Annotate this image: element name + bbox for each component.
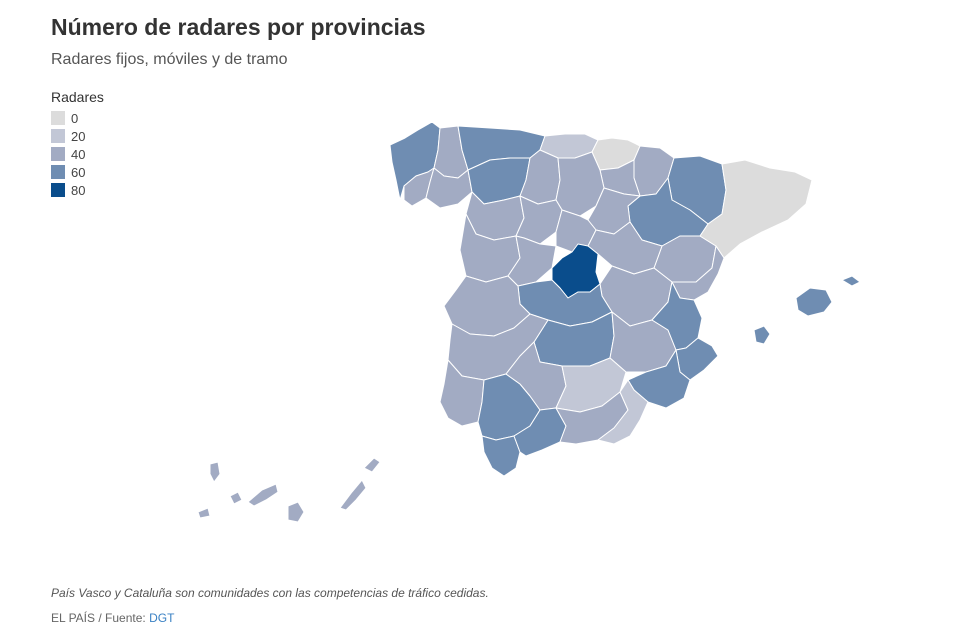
legend-item: 60 [51,163,104,181]
credit-line: EL PAÍS / Fuente: DGT [51,611,174,625]
province-avila[interactable] [507,235,557,287]
legend-item: 40 [51,145,104,163]
province-ibiza[interactable] [753,325,771,345]
legend-item: 80 [51,181,104,199]
legend-swatch [51,165,65,179]
legend-label: 0 [71,110,79,126]
credit-prefix: EL PAÍS / Fuente: [51,611,150,625]
legend-label: 40 [71,146,86,162]
legend-title: Radares [51,89,104,105]
province-lanzarote[interactable] [363,457,381,473]
legend-label: 20 [71,128,86,144]
province-cadiz[interactable] [481,435,521,477]
legend-swatch [51,183,65,197]
legend-swatch [51,129,65,143]
province-el-hierro[interactable] [197,507,211,519]
legend-swatch [51,111,65,125]
province-fuerteventura[interactable] [339,479,367,511]
province-huelva[interactable] [439,359,485,427]
province-almeria[interactable] [597,379,649,445]
province-mallorca[interactable] [795,287,833,317]
province-valladolid[interactable] [515,195,563,245]
legend-swatch [51,147,65,161]
province-catalunya[interactable] [699,159,813,259]
legend-label: 80 [71,182,86,198]
legend-item: 20 [51,127,104,145]
province-menorca[interactable] [841,275,861,287]
legend-item: 0 [51,109,104,127]
province-la-gomera[interactable] [229,491,243,505]
footnote: País Vasco y Cataluña son comunidades co… [51,586,489,600]
map-title: Número de radares por provincias [51,14,426,40]
province-la-palma[interactable] [209,461,221,483]
legend-label: 60 [71,164,86,180]
legend: Radares 0 20 40 60 80 [51,89,104,199]
province-gran-canaria[interactable] [287,501,305,523]
province-tenerife[interactable] [247,483,279,507]
source-link[interactable]: DGT [149,611,175,625]
map-subtitle: Radares fijos, móviles y de tramo [51,51,288,68]
